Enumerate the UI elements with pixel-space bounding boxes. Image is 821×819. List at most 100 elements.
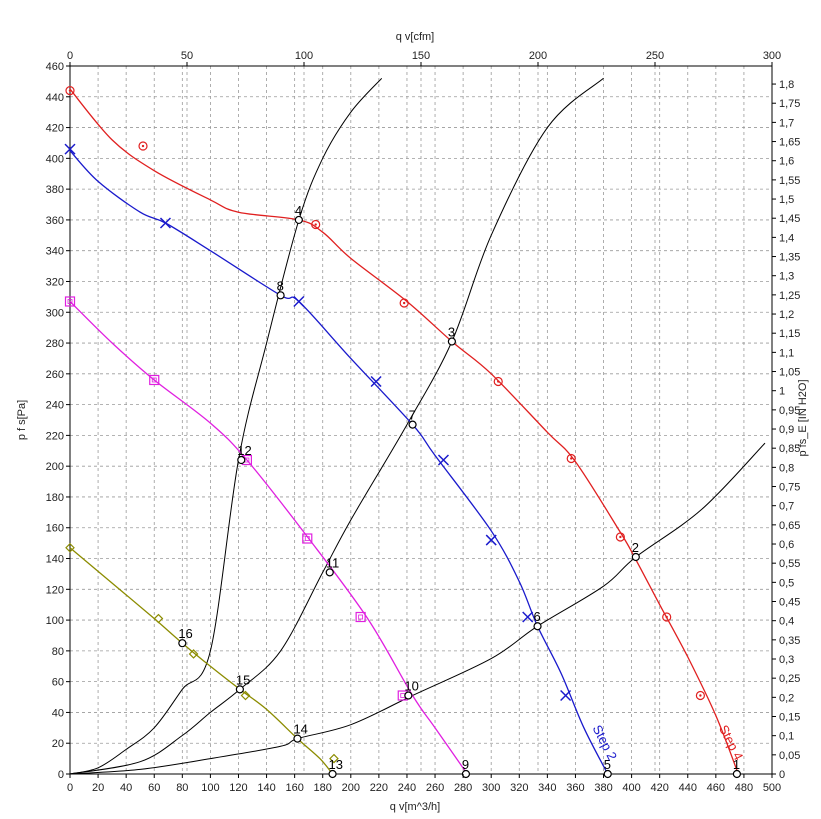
operating-point-label: 11 bbox=[326, 555, 340, 570]
operating-point-marker bbox=[603, 769, 612, 779]
operating-point-label: 5 bbox=[604, 757, 611, 772]
y2-tick-label: 0,7 bbox=[779, 501, 794, 513]
curve-marker-square bbox=[355, 611, 366, 623]
y-tick-label: 80 bbox=[52, 646, 64, 658]
curve-marker-square-inner bbox=[304, 536, 310, 541]
x-tick-label: 220 bbox=[370, 782, 388, 794]
x-tick-label: 60 bbox=[148, 782, 160, 794]
operating-point-label: 1 bbox=[733, 757, 740, 772]
y-tick-label: 300 bbox=[46, 307, 64, 319]
y2-tick-label: 1,65 bbox=[779, 137, 800, 149]
x-tick-label: 400 bbox=[622, 782, 640, 794]
curve-marker-square bbox=[149, 374, 160, 386]
operating-point-label: 9 bbox=[462, 757, 469, 772]
curve-marker-x bbox=[159, 217, 172, 229]
x-tick-label: 420 bbox=[651, 782, 669, 794]
x2-tick-label: 50 bbox=[181, 50, 193, 62]
y-tick-label: 0 bbox=[58, 769, 64, 781]
step-2-label: Step 2 bbox=[590, 722, 620, 762]
y2-tick-label: 0,25 bbox=[779, 673, 800, 685]
y2-tick-label: 1,45 bbox=[779, 213, 800, 225]
operating-point-marker bbox=[461, 769, 471, 779]
x-tick-label: 160 bbox=[285, 782, 303, 794]
x-tick-label: 40 bbox=[120, 782, 132, 794]
x-tick-label: 0 bbox=[67, 782, 73, 794]
curve-marker-diamond bbox=[188, 649, 199, 659]
y2-tick-label: 0,3 bbox=[779, 654, 794, 666]
x-tick-label: 360 bbox=[566, 782, 584, 794]
y-tick-label: 140 bbox=[46, 554, 64, 566]
y2-tick-label: 1,5 bbox=[779, 194, 794, 206]
operating-point-marker bbox=[732, 769, 742, 779]
y2-tick-label: 0,1 bbox=[779, 731, 794, 743]
curve-marker-x bbox=[485, 534, 497, 546]
y-tick-label: 260 bbox=[46, 369, 64, 381]
x-tick-label: 260 bbox=[426, 782, 444, 794]
y2-tick-label: 0,6 bbox=[779, 539, 794, 551]
y-axis-title: p f s[Pa] bbox=[16, 400, 28, 440]
y2-tick-label: 0,05 bbox=[779, 750, 800, 762]
curve-marker-x bbox=[293, 295, 305, 308]
y2-tick-label: 1,3 bbox=[779, 271, 794, 283]
y-tick-label: 180 bbox=[46, 492, 64, 504]
y2-tick-label: 0,45 bbox=[779, 597, 800, 609]
operating-point-label: 4 bbox=[295, 203, 302, 218]
x-tick-label: 240 bbox=[398, 782, 416, 794]
curve-marker-circle bbox=[65, 86, 75, 96]
fan-curve-line bbox=[69, 150, 609, 775]
y-tick-label: 280 bbox=[46, 338, 64, 350]
x-tick-label: 200 bbox=[342, 782, 360, 794]
x-tick-label: 180 bbox=[314, 782, 332, 794]
curve-marker-square bbox=[302, 533, 313, 544]
x-tick-label: 480 bbox=[735, 782, 753, 794]
grid bbox=[70, 66, 772, 774]
x-tick-label: 280 bbox=[454, 782, 472, 794]
curve-marker-dot bbox=[68, 89, 72, 92]
operating-point-label: 10 bbox=[404, 679, 418, 694]
curve-marker-circle bbox=[615, 532, 625, 542]
system-curve bbox=[69, 442, 766, 775]
operating-point-marker bbox=[237, 455, 246, 465]
operating-point-label: 12 bbox=[237, 443, 251, 458]
y-tick-label: 200 bbox=[46, 461, 64, 473]
operating-point-marker bbox=[408, 420, 417, 429]
operating-point-marker bbox=[325, 568, 334, 577]
operating-point-label: 7 bbox=[409, 408, 416, 423]
y2-tick-label: 1,15 bbox=[779, 328, 800, 340]
y-tick-label: 380 bbox=[46, 184, 64, 196]
operating-point-label: 16 bbox=[178, 626, 192, 641]
x-tick-label: 340 bbox=[538, 782, 556, 794]
system-curves bbox=[69, 77, 766, 775]
curve-marker-x bbox=[64, 143, 76, 155]
y-tick-label: 420 bbox=[46, 123, 64, 135]
curve-marker-x bbox=[370, 375, 382, 388]
operating-point-marker bbox=[328, 769, 337, 779]
right-axis-title: p fs_E [IN H2O] bbox=[797, 379, 809, 456]
curve-marker-circle bbox=[662, 612, 672, 622]
y2-tick-label: 1 bbox=[779, 386, 785, 398]
curve-marker-square-inner bbox=[358, 614, 364, 620]
curve-markers bbox=[64, 86, 705, 764]
fan-curves bbox=[69, 88, 739, 775]
curve-marker-circle bbox=[399, 298, 409, 308]
x-tick-label: 460 bbox=[707, 782, 725, 794]
axis-ticks: 0 20 40 60 80 100 120 140 160 180 200 220 240 260 280 3… bbox=[46, 50, 801, 794]
curve-marker-circle bbox=[566, 453, 576, 464]
curve-marker-square-inner bbox=[400, 693, 406, 698]
operating-point-marker bbox=[533, 622, 542, 631]
y-tick-label: 340 bbox=[46, 246, 64, 258]
operating-point-label: 14 bbox=[293, 722, 307, 737]
y2-tick-label: 1,75 bbox=[779, 98, 800, 110]
y2-tick-label: 0 bbox=[779, 769, 785, 781]
curve-marker-square bbox=[64, 296, 76, 307]
x-tick-label: 80 bbox=[176, 782, 188, 794]
curve-marker-circle bbox=[138, 141, 148, 151]
fan-curve-line bbox=[69, 88, 739, 775]
y2-tick-label: 0,35 bbox=[779, 635, 800, 647]
operating-point-label: 2 bbox=[632, 540, 639, 555]
operating-point-marker bbox=[404, 691, 413, 700]
fan-curve-line bbox=[69, 547, 334, 775]
operating-point-marker bbox=[276, 291, 285, 300]
curve-marker-circle bbox=[311, 219, 321, 230]
